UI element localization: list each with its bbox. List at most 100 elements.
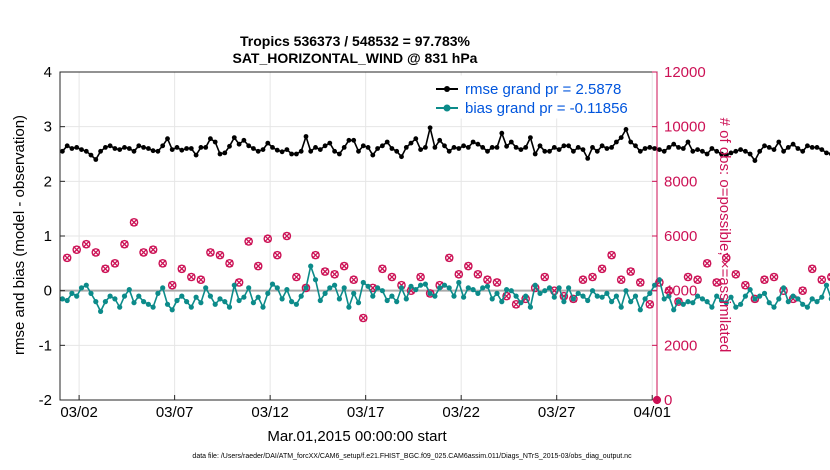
bias-point <box>136 293 142 299</box>
bias-point <box>542 288 548 294</box>
obs-possible-point <box>683 272 693 282</box>
obs-assimilated-point <box>588 273 597 281</box>
rmse-point <box>700 148 705 154</box>
bias-point <box>236 297 242 304</box>
bias-point <box>785 299 791 305</box>
bias-point <box>418 282 424 288</box>
rmse-point <box>785 145 791 150</box>
rmse-point <box>647 145 653 150</box>
rmse-point <box>790 141 796 147</box>
rmse-point <box>485 148 490 154</box>
obs-assimilated-point <box>703 259 711 267</box>
obs-possible-point <box>597 264 607 274</box>
obs-possible-point <box>693 275 702 285</box>
rmse-point <box>380 143 385 149</box>
bias-point <box>609 299 615 305</box>
bias-point <box>88 290 94 296</box>
obs-assimilated-point <box>159 259 167 267</box>
rmse-point <box>217 151 223 157</box>
bias-point <box>480 285 486 291</box>
bias-point <box>365 283 371 289</box>
obs-assimilated-point <box>493 278 501 287</box>
bias-point <box>351 290 357 296</box>
obs-possible-point <box>81 239 91 249</box>
obs-possible-point <box>101 264 110 274</box>
obs-possible-point <box>378 264 387 274</box>
rmse-point <box>98 148 103 154</box>
bias-point <box>427 290 433 296</box>
obs-assimilated-point <box>818 276 826 284</box>
obs-possible-point <box>167 280 177 290</box>
bias-point <box>465 285 471 291</box>
rmse-point <box>571 148 576 154</box>
bias-point <box>312 277 319 283</box>
bias-point <box>303 285 309 291</box>
bias-point <box>107 293 113 299</box>
rmse-point <box>690 148 696 154</box>
rmse-point <box>169 147 175 153</box>
rmse-point <box>212 139 218 145</box>
rmse-point <box>470 139 476 145</box>
rmse-point <box>384 139 390 145</box>
bias-point <box>494 290 500 296</box>
rmse-point <box>523 145 529 150</box>
rmse-point <box>79 147 84 153</box>
bias-point <box>145 301 151 307</box>
obs-assimilated-point <box>455 270 463 278</box>
rmse-point <box>594 148 600 154</box>
rmse-point <box>208 136 213 142</box>
bias-point <box>102 299 108 305</box>
bias-point <box>623 288 629 294</box>
left-y-tick-label: -2 <box>39 392 52 409</box>
obs-possible-point <box>177 264 187 274</box>
bias-point <box>408 283 414 289</box>
obs-possible-point <box>607 250 616 260</box>
bias-point <box>212 301 218 307</box>
obs-assimilated-point <box>359 314 367 322</box>
rmse-point <box>246 143 252 149</box>
bias-point <box>690 300 696 306</box>
obs-assimilated-point <box>512 300 520 308</box>
bias-point <box>661 296 667 302</box>
left-y-tick-label: -1 <box>39 337 52 354</box>
obs-possible-point <box>311 250 320 260</box>
obs-possible-point <box>292 272 301 282</box>
bias-point <box>332 282 338 288</box>
obs-assimilated-point <box>378 265 387 273</box>
rmse-point <box>446 148 452 154</box>
rmse-point <box>303 134 309 139</box>
bias-series <box>59 263 830 314</box>
obs-assimilated-point <box>149 246 157 254</box>
rmse-point <box>800 148 806 154</box>
rmse-point <box>623 126 629 132</box>
obs-assimilated-point <box>264 235 272 243</box>
obs-possible-point <box>464 261 473 271</box>
rmse-point <box>365 145 371 150</box>
bias-point <box>771 304 777 310</box>
bias-point <box>685 299 691 305</box>
rmse-point <box>475 141 481 147</box>
rmse-point <box>657 147 662 153</box>
rmse-point <box>747 151 753 157</box>
bias-point <box>537 290 543 296</box>
bias-point <box>169 307 175 313</box>
bias-point <box>647 290 653 296</box>
bias-point <box>604 290 610 296</box>
bias-point <box>59 296 65 302</box>
rmse-point <box>561 143 567 149</box>
rmse-point <box>375 146 380 151</box>
bias-point <box>260 304 266 310</box>
obs-possible-point <box>330 269 339 279</box>
obs-assimilated-point <box>646 300 654 308</box>
obs-possible-point <box>616 275 626 285</box>
bias-point <box>470 287 476 293</box>
rmse-point <box>437 137 443 143</box>
bias-point <box>795 296 801 302</box>
bias-point <box>250 300 256 306</box>
rmse-point <box>499 130 505 136</box>
bias-point <box>112 296 118 302</box>
obs-assimilated-point <box>111 259 119 267</box>
rmse-point <box>738 147 743 153</box>
right-y-tick-label: 0 <box>664 392 672 409</box>
